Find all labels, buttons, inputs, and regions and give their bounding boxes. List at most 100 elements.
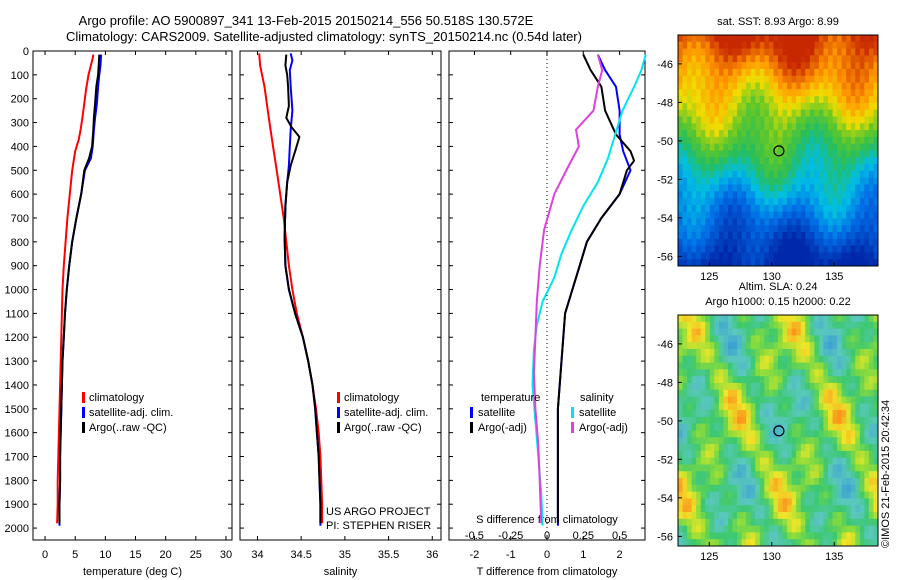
sst-map-cell: [814, 184, 820, 192]
sst-map-cell: [818, 130, 824, 138]
sla-map-cell: [696, 498, 702, 506]
sst-map-cell: [850, 116, 856, 124]
annotation-pi: PI: STEPHEN RISER: [326, 520, 431, 532]
sst-map-cell: [746, 198, 752, 206]
sla-map-cell: [764, 335, 770, 343]
sla-map-cell: [682, 416, 688, 425]
sst-map-cell: [864, 143, 870, 151]
sla-map-cell: [682, 355, 688, 363]
sst-map-cell: [837, 48, 843, 56]
sst-map-cell: [700, 41, 706, 49]
sst-map-cell: [759, 150, 765, 158]
sla-map-cell: [768, 498, 774, 506]
sla-map-cell: [782, 484, 788, 493]
sst-map-cell: [700, 218, 706, 226]
sla-map-cell: [709, 539, 715, 547]
sst-map-cell: [805, 143, 811, 151]
sst-map-cell: [796, 238, 802, 247]
sst-map-cell: [750, 164, 756, 172]
sst-map-cell: [841, 259, 847, 267]
sla-map-cell: [814, 369, 820, 377]
sst-map-cell: [741, 177, 747, 185]
sst-map-cell: [764, 109, 770, 117]
sla-map-cell: [718, 471, 724, 479]
sst-map-cell: [859, 204, 865, 213]
sla-map-cell: [728, 315, 733, 323]
sla-map-cell: [700, 525, 706, 533]
series-line-argo: [283, 54, 322, 524]
sla-map-cell: [868, 369, 874, 377]
sst-map-cell: [746, 252, 752, 260]
sla-map-cell: [832, 505, 838, 513]
sst-map-cell: [823, 238, 829, 247]
sla-map-cell: [709, 416, 715, 425]
sst-map-cell: [773, 198, 779, 206]
sla-map-cell: [687, 430, 693, 438]
sla-map-cell: [846, 410, 852, 418]
sla-map-cell: [850, 444, 856, 452]
sst-map-cell: [773, 82, 779, 90]
sst-map-cell: [696, 252, 702, 260]
sla-map-cell: [678, 471, 683, 479]
sst-map-cell: [691, 225, 697, 233]
sla-map-cell: [718, 491, 724, 499]
sst-map-cell: [828, 82, 833, 90]
sst-map-cell: [764, 102, 770, 111]
sla-map-cell: [714, 437, 720, 445]
sst-map-cell: [818, 116, 824, 124]
sst-map-cell: [828, 232, 833, 240]
sst-map-cell: [687, 204, 693, 213]
sla-map-cell: [818, 505, 824, 513]
sst-map-cell: [768, 238, 774, 247]
sla-map-cell: [873, 423, 879, 431]
sla-map-cell: [814, 444, 820, 452]
sst-map-cell: [791, 170, 797, 179]
sst-map-cell: [841, 164, 847, 172]
sst-map-cell: [682, 62, 688, 70]
x-tick-label: 1: [580, 549, 586, 561]
sst-map-cell: [741, 35, 747, 43]
sla-map-cell: [718, 328, 724, 336]
sst-map-cell: [800, 136, 806, 145]
sla-map-cell: [728, 444, 733, 452]
sst-map-cell: [837, 204, 843, 213]
sst-map-cell: [759, 102, 765, 111]
sst-map-cell: [823, 184, 829, 192]
sst-map-cell: [723, 259, 729, 267]
sst-map-cell: [800, 150, 806, 158]
sla-map-cell: [678, 457, 683, 465]
sla-map-cell: [764, 532, 770, 540]
sla-map-cell: [800, 437, 806, 445]
sla-map-cell: [796, 464, 802, 472]
sla-map-cell: [678, 362, 683, 370]
sla-map-cell: [773, 512, 779, 520]
sla-map-cell: [728, 321, 733, 329]
sla-map-cell: [723, 450, 729, 459]
sla-map-cell: [773, 369, 779, 377]
sla-map-cell: [846, 512, 852, 520]
sst-map-cell: [828, 109, 833, 117]
sla-map-cell: [796, 532, 802, 540]
sst-map-cell: [818, 232, 824, 240]
sla-map-cell: [687, 410, 693, 418]
sst-map-cell: [818, 75, 824, 83]
sst-map-cell: [700, 116, 706, 124]
sst-map-cell: [732, 62, 738, 70]
sst-map-cell: [837, 150, 843, 158]
sla-map-cell: [773, 321, 779, 329]
sla-map-cell: [718, 315, 724, 323]
sla-map-cell: [823, 512, 829, 520]
sst-map-cell: [850, 35, 856, 43]
sst-map-cell: [823, 150, 829, 158]
sst-map-cell: [728, 55, 733, 63]
sla-map-cell: [841, 335, 847, 343]
sst-map-cell: [868, 62, 874, 70]
sst-map-cell: [846, 191, 852, 199]
sla-map-cell: [768, 416, 774, 425]
sst-map-cell: [823, 102, 829, 111]
sla-map-cell: [868, 478, 874, 486]
sst-map-cell: [837, 259, 843, 267]
sst-map-cell: [741, 225, 747, 233]
sla-map-cell: [750, 389, 756, 397]
sla-map-cell: [814, 321, 820, 329]
